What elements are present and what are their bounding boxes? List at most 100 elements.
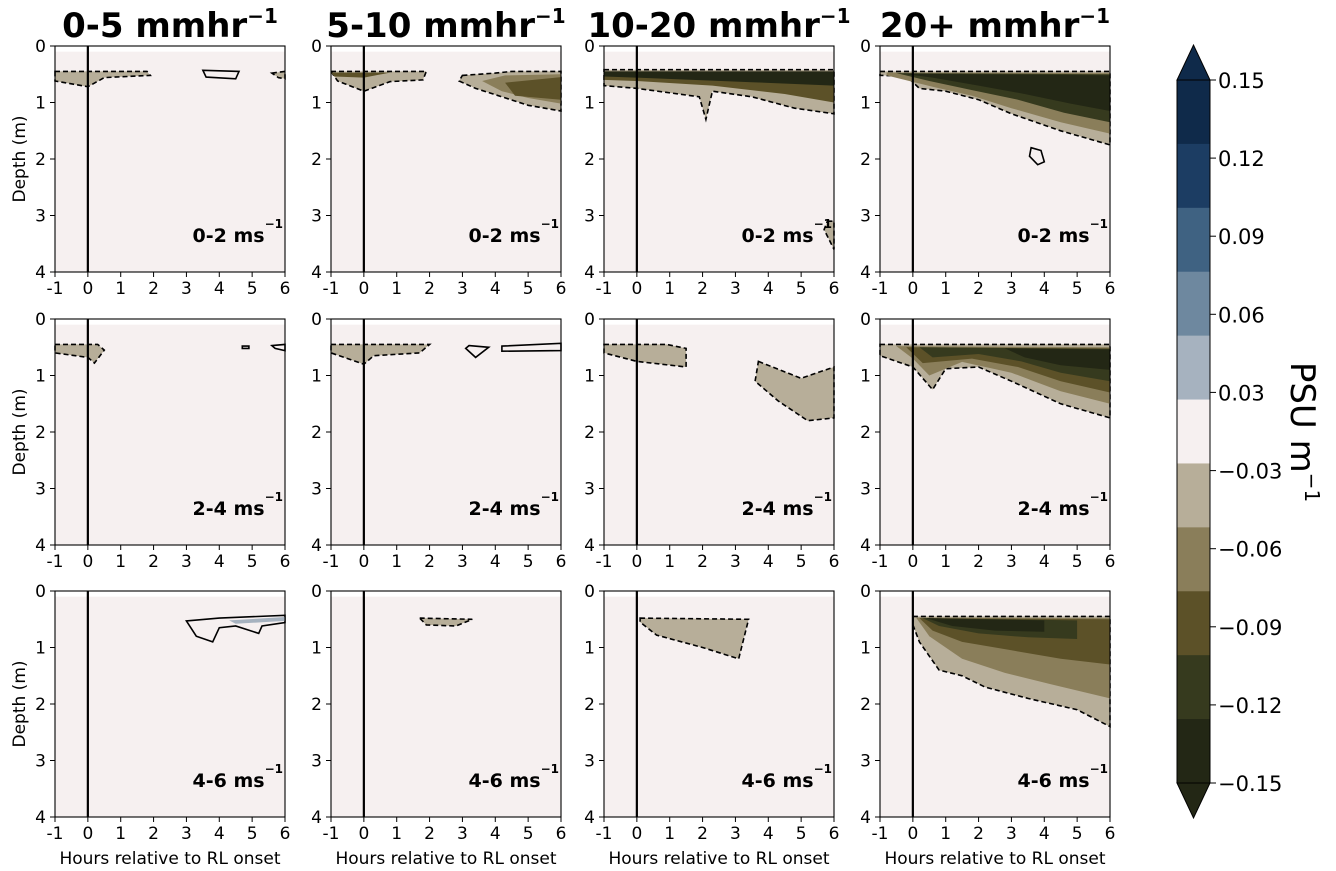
contour-region-4 bbox=[926, 618, 1045, 632]
x-tick-label: 4 bbox=[763, 279, 774, 299]
y-tick-label: 3 bbox=[860, 480, 871, 500]
x-tick-label: 3 bbox=[1006, 552, 1017, 572]
y-tick-label: 2 bbox=[860, 423, 871, 443]
x-tick-label: -1 bbox=[323, 552, 340, 572]
x-tick-label: 2 bbox=[424, 552, 435, 572]
x-tick-label: -1 bbox=[323, 279, 340, 299]
x-tick-label: 5 bbox=[1072, 279, 1083, 299]
colorbar-tick-label: −0.09 bbox=[1218, 616, 1282, 640]
panel-r2-c0: -1 0 1 2 3 4 5 6 0 1 2 3 4 4-6 ms−1 Depth (m) Hours rel… bbox=[10, 582, 290, 869]
contour-region-0 bbox=[330, 343, 432, 366]
x-tick-label: 4 bbox=[214, 279, 225, 299]
colorbar-frame bbox=[1176, 79, 1211, 784]
contour-region-1 bbox=[229, 617, 285, 624]
y-tick-label: 0 bbox=[584, 310, 595, 330]
x-tick-label: 6 bbox=[556, 552, 567, 572]
y-tick-label: 4 bbox=[35, 536, 46, 556]
x-tick-label: 6 bbox=[829, 552, 840, 572]
x-tick-label: 3 bbox=[1006, 279, 1017, 299]
wind-speed-label: 4-6 ms−1 bbox=[193, 762, 283, 792]
x-tick-label: 5 bbox=[523, 279, 534, 299]
column-title-1: 5-10 mmhr−1 bbox=[326, 4, 565, 46]
x-tick-label: 6 bbox=[1105, 552, 1116, 572]
y-tick-label: 3 bbox=[35, 752, 46, 772]
x-tick-label: 3 bbox=[457, 824, 468, 844]
x-tick-label: 5 bbox=[247, 279, 258, 299]
y-tick-label: 2 bbox=[584, 150, 595, 170]
colorbar-label: PSU m−1 bbox=[1282, 362, 1324, 502]
x-tick-label: 5 bbox=[796, 552, 807, 572]
y-tick-label: 4 bbox=[860, 536, 871, 556]
y-tick-label: 4 bbox=[860, 808, 871, 828]
x-tick-label: -1 bbox=[596, 279, 613, 299]
x-tick-label: -1 bbox=[47, 279, 64, 299]
y-tick-label: 1 bbox=[35, 94, 46, 114]
panel-r2-c3: -1 0 1 2 3 4 5 6 0 1 2 3 4 4-6 ms−1 Hours relative to … bbox=[860, 582, 1115, 869]
x-tick-label: 5 bbox=[796, 279, 807, 299]
colorbar-tick-label: 0.15 bbox=[1218, 69, 1265, 93]
x-tick-label: 0 bbox=[631, 824, 642, 844]
x-tick-label: 0 bbox=[907, 552, 918, 572]
colorbar-extend-min bbox=[1176, 782, 1211, 820]
wind-speed-label: 0-2 ms−1 bbox=[469, 217, 559, 247]
y-tick-label: 3 bbox=[584, 752, 595, 772]
x-tick-label: 3 bbox=[457, 552, 468, 572]
y-tick-label: 0 bbox=[311, 582, 322, 602]
panel-r2-c2: -1 0 1 2 3 4 5 6 0 1 2 3 4 4-6 ms−1 Hours relative to … bbox=[584, 582, 839, 869]
colorbar-band-6 bbox=[1177, 463, 1210, 528]
x-tick-label: 3 bbox=[730, 824, 741, 844]
wind-speed-label: 2-4 ms−1 bbox=[469, 490, 559, 520]
contour-region-1 bbox=[331, 72, 391, 78]
x-tick-label: 3 bbox=[730, 552, 741, 572]
y-tick-label: 3 bbox=[584, 207, 595, 227]
y-tick-label: 1 bbox=[35, 639, 46, 659]
colorbar-band-4 bbox=[1177, 335, 1210, 401]
x-tick-label: 3 bbox=[1006, 824, 1017, 844]
y-tick-label: 1 bbox=[584, 367, 595, 387]
y-axis-label: Depth (m) bbox=[10, 115, 30, 202]
wind-speed-label: 2-4 ms−1 bbox=[742, 490, 832, 520]
x-axis-label: Hours relative to RL onset bbox=[59, 849, 280, 869]
x-tick-label: 5 bbox=[523, 824, 534, 844]
y-tick-label: 1 bbox=[584, 639, 595, 659]
y-tick-label: 4 bbox=[584, 263, 595, 283]
colorbar: 0.15 0.12 0.09 0.06 0.03 −0.03 −0.06 −0.09 −0.12… bbox=[1176, 43, 1324, 820]
panel-background bbox=[331, 324, 561, 545]
x-tick-label: 4 bbox=[763, 552, 774, 572]
x-tick-label: -1 bbox=[872, 279, 889, 299]
wind-speed-label: 0-2 ms−1 bbox=[1018, 217, 1108, 247]
x-axis-label: Hours relative to RL onset bbox=[884, 849, 1105, 869]
x-tick-label: -1 bbox=[47, 552, 64, 572]
panel-r0-c0: -1 0 1 2 3 4 5 6 0 1 2 3 4 0-2 ms−1 Depth (m) bbox=[10, 37, 290, 299]
x-tick-label: 2 bbox=[424, 824, 435, 844]
x-tick-label: 1 bbox=[391, 279, 402, 299]
x-tick-label: 6 bbox=[1105, 824, 1116, 844]
y-tick-label: 1 bbox=[311, 94, 322, 114]
colorbar-tick-label: −0.06 bbox=[1218, 538, 1282, 562]
x-tick-label: 6 bbox=[280, 279, 291, 299]
x-tick-label: 4 bbox=[1039, 552, 1050, 572]
panel-r0-c2: -1 0 1 2 3 4 5 6 0 1 2 3 4 0-2 ms−1 bbox=[584, 37, 839, 299]
x-tick-label: 3 bbox=[181, 279, 192, 299]
colorbar-tick-label: 0.09 bbox=[1218, 225, 1265, 249]
x-tick-label: 0 bbox=[358, 279, 369, 299]
x-tick-label: 1 bbox=[664, 279, 675, 299]
x-tick-label: 5 bbox=[796, 824, 807, 844]
y-tick-label: 0 bbox=[860, 310, 871, 330]
y-tick-label: 1 bbox=[860, 94, 871, 114]
x-tick-label: -1 bbox=[47, 824, 64, 844]
contour-region-1 bbox=[754, 360, 835, 422]
y-tick-label: 1 bbox=[35, 367, 46, 387]
colorbar-band-7 bbox=[1177, 527, 1210, 592]
x-tick-label: 1 bbox=[391, 824, 402, 844]
panel-r1-c2: -1 0 1 2 3 4 5 6 0 1 2 3 4 2-4 ms−1 bbox=[584, 310, 839, 572]
x-tick-label: 6 bbox=[829, 279, 840, 299]
x-tick-label: 4 bbox=[490, 824, 501, 844]
wind-speed-label: 0-2 ms−1 bbox=[193, 217, 283, 247]
panel-background bbox=[55, 51, 285, 273]
contour-region-1 bbox=[201, 69, 241, 80]
x-tick-label: 2 bbox=[973, 824, 984, 844]
y-tick-label: 2 bbox=[584, 695, 595, 715]
y-tick-label: 1 bbox=[311, 367, 322, 387]
x-tick-label: 0 bbox=[631, 552, 642, 572]
